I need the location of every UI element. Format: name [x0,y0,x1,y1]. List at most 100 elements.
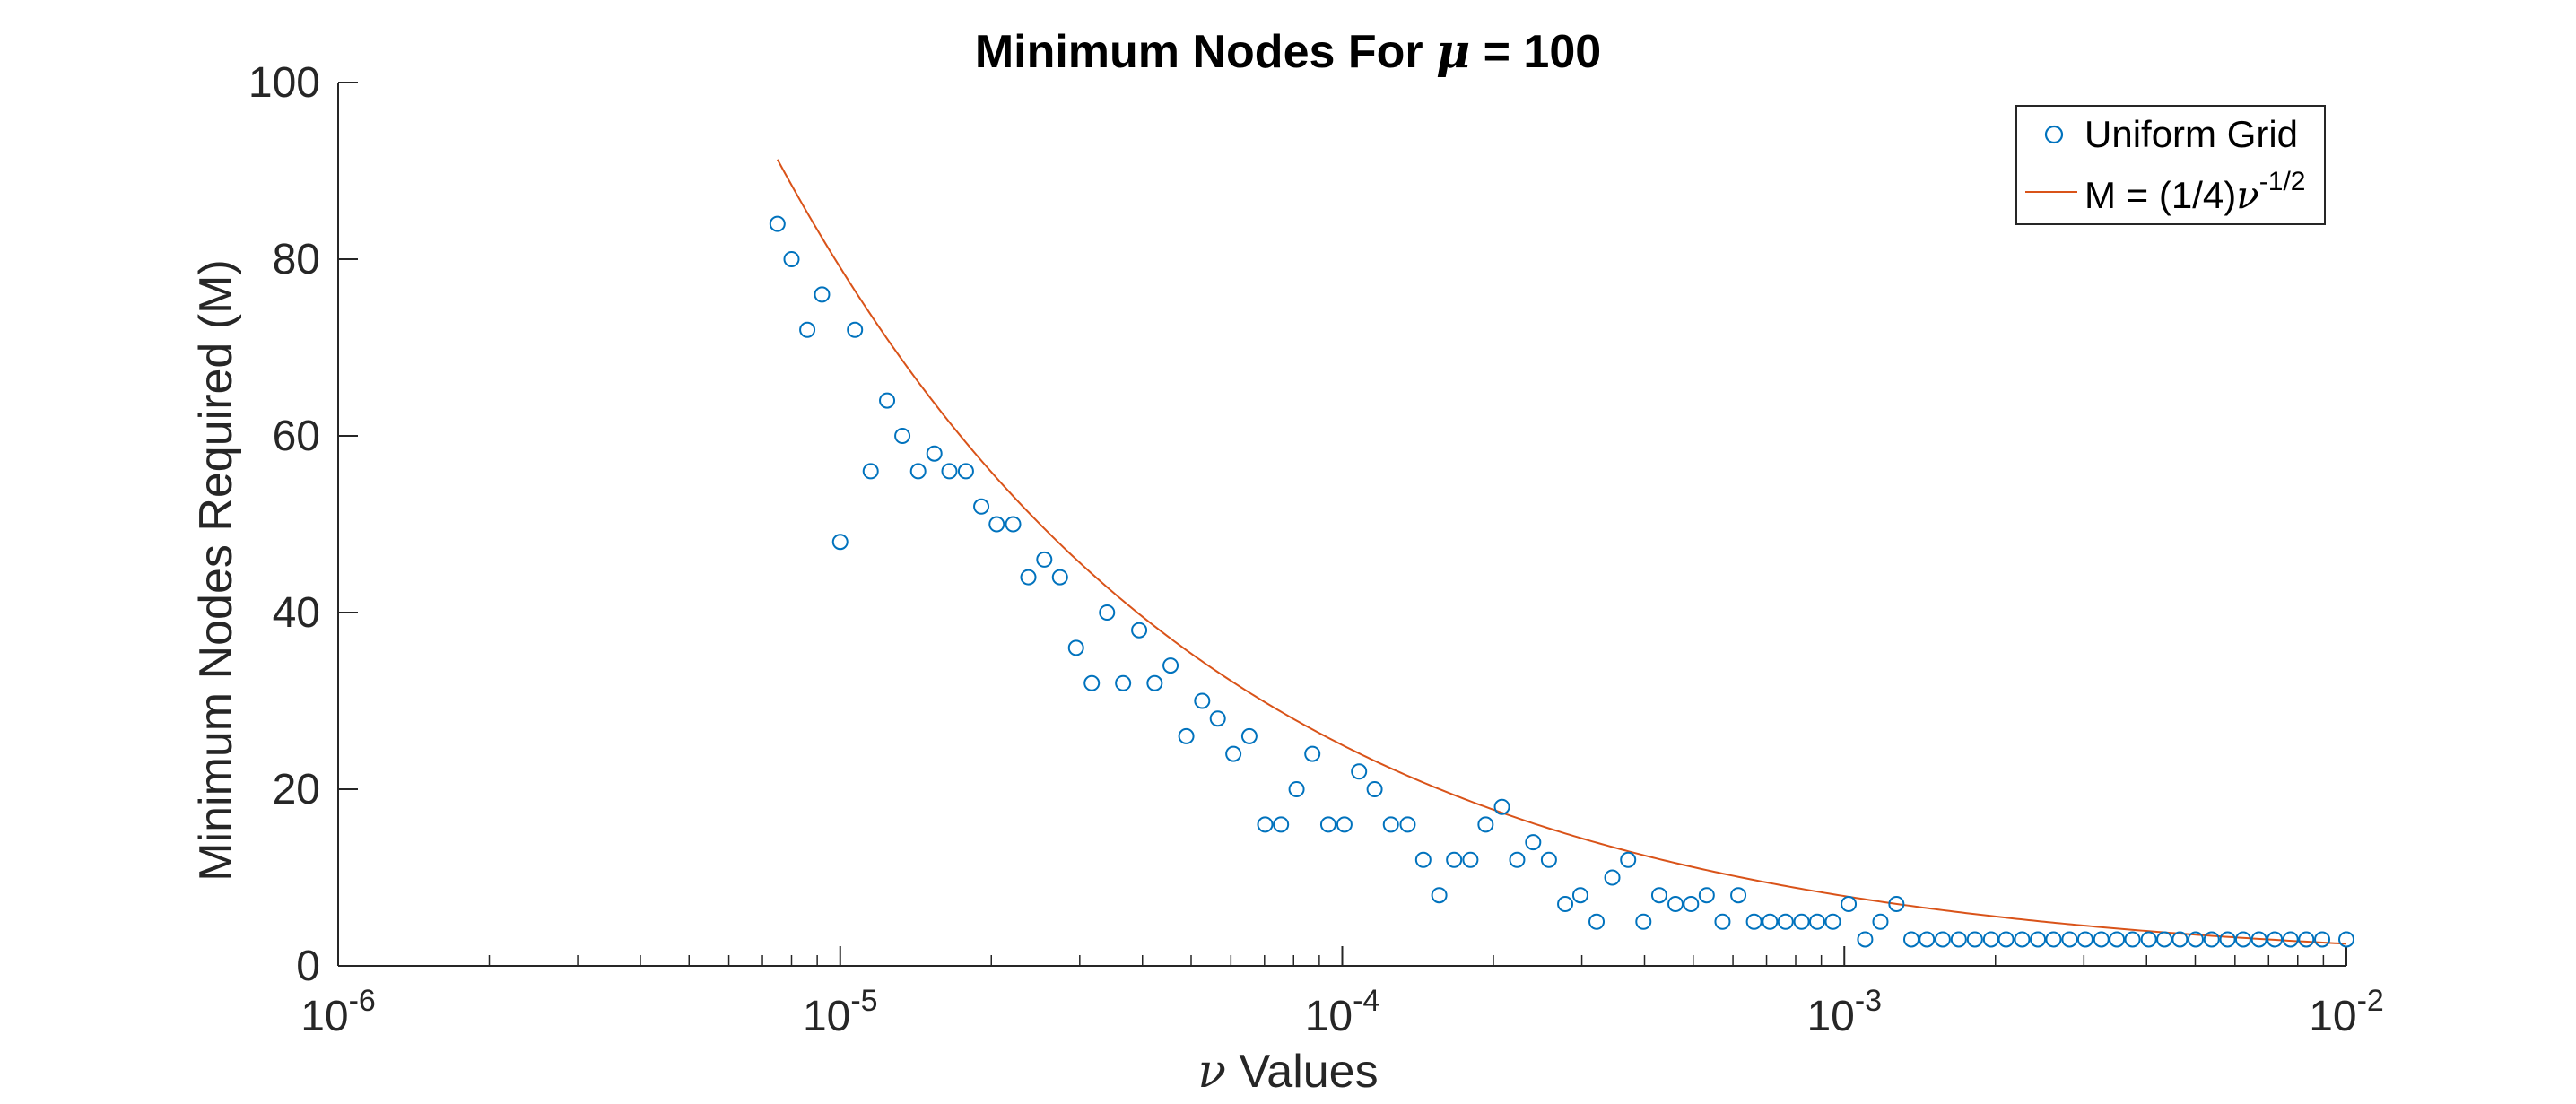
data-point [1777,913,1794,930]
legend-marker-uniform-grid [2044,125,2064,144]
data-point [1872,913,1889,930]
y-tick-label: 0 [296,943,320,990]
data-point [1446,851,1463,868]
data-point [1083,674,1101,691]
data-point [2219,931,2236,948]
data-point [1888,896,1905,913]
data-point [1273,816,1290,833]
data-point [1824,913,1841,930]
data-point [1194,692,1211,709]
y-axis-label: Minimum Nodes Required (M) [190,259,242,882]
x-tick-label: 10-3 [1806,984,1882,1040]
data-point [909,463,927,480]
data-point [1225,745,1242,762]
data-point [1982,931,1999,948]
data-point [799,321,816,338]
data-point [1509,851,1526,868]
data-point [831,534,849,551]
chart-title-symbol: μ [1436,24,1470,79]
data-point [2109,931,2126,948]
data-point [1414,851,1432,868]
data-point [2314,931,2331,948]
data-point [1099,604,1116,621]
data-point [1571,887,1588,904]
data-point [2014,931,2031,948]
data-point [2140,931,2157,948]
model-curve-group [776,159,2347,945]
data-point [1903,931,1919,948]
data-point [988,516,1005,533]
data-point [1178,727,1195,744]
chart-title-suffix: = 100 [1470,26,1601,78]
data-point [1146,674,1163,691]
legend-label-model: M = (1/4)ν-1/2 [2084,167,2305,217]
data-point [879,392,896,409]
data-point [1588,913,1606,930]
data-point [1162,657,1179,674]
data-point [1857,931,1874,948]
data-point [2203,931,2220,948]
data-point [1020,569,1037,586]
y-tick-label: 20 [273,766,320,813]
data-point [1540,851,1557,868]
data-point [1209,710,1226,727]
data-point [1762,913,1779,930]
data-point [1635,913,1652,930]
data-point [2045,931,2062,948]
data-point [1950,931,1967,948]
legend-box [2015,105,2326,225]
data-point [769,215,786,232]
data-point [1067,639,1084,656]
x-tick-label: 10-6 [300,984,376,1040]
data-point [1131,622,1148,639]
data-point [957,463,974,480]
y-tick-label: 60 [273,413,320,460]
legend-label-model-exp: -1/2 [2259,167,2306,196]
data-point [1793,913,1810,930]
data-point [1525,834,1542,851]
data-point [1005,516,1022,533]
y-tick-label: 40 [273,589,320,637]
data-points-group [769,215,2354,948]
data-point [1257,816,1274,833]
y-tick-label: 80 [273,236,320,283]
legend-label-model-prefix: M = (1/4) [2084,174,2236,216]
x-tick-label: 10-5 [803,984,878,1040]
data-point [2298,931,2315,948]
model-curve [776,159,2347,945]
data-point [1366,781,1383,797]
data-point [1036,551,1053,568]
data-point [2250,931,2267,948]
x-tick-label: 10-4 [1305,984,1380,1040]
legend: Uniform Grid M = (1/4)ν-1/2 [2015,105,2326,225]
data-point [1382,816,1399,833]
data-point [1319,816,1336,833]
data-point [1557,896,1574,913]
data-point [814,286,831,303]
chart-title-prefix: Minimum Nodes For [975,26,1436,78]
data-point [2156,931,2173,948]
data-point [1745,913,1762,930]
data-point [783,251,800,267]
legend-label-model-symbol: ν [2236,173,2259,217]
data-point [1431,887,1448,904]
data-point [1997,931,2015,948]
data-point [2171,931,2189,948]
data-point [2282,931,2299,948]
data-point [1730,887,1747,904]
data-point [1477,816,1494,833]
data-point [1304,745,1321,762]
chart-title: Minimum Nodes For μ = 100 [975,24,1601,79]
data-point [2030,931,2047,948]
data-point [2061,931,2078,948]
data-point [1683,896,1700,913]
data-point [1604,869,1621,886]
data-point [1240,727,1258,744]
data-point [1966,931,1983,948]
data-point [1809,913,1825,930]
x-axis-label-text: Values [1226,1046,1379,1098]
data-point [2187,931,2204,948]
data-point [2267,931,2284,948]
data-point [2234,931,2251,948]
